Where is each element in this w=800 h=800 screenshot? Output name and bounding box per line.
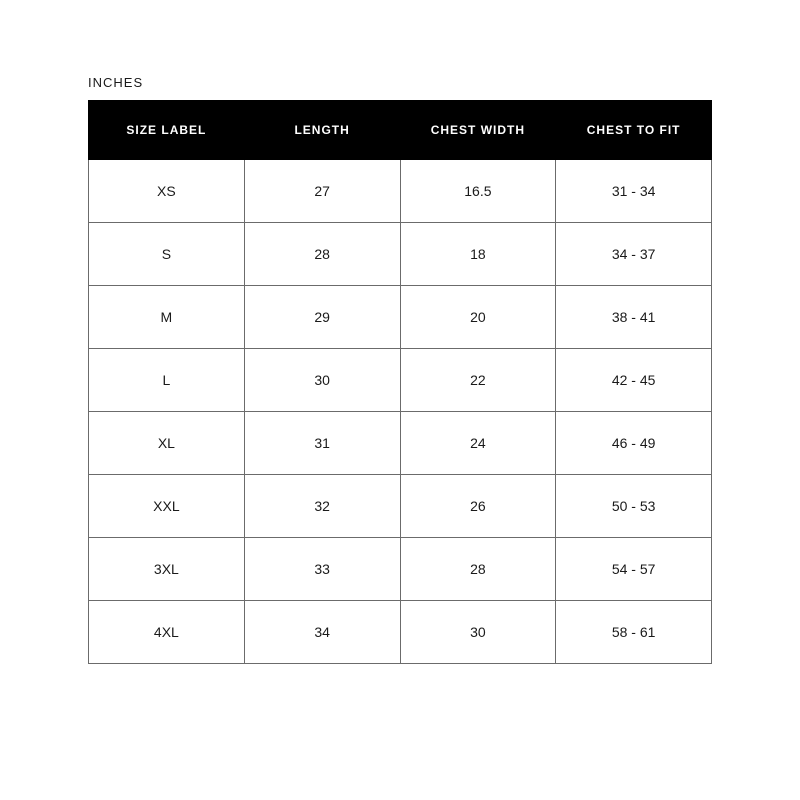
cell-chest-to-fit: 38 - 41	[556, 286, 712, 349]
cell-length: 29	[244, 286, 400, 349]
table-row: XXL 32 26 50 - 53	[89, 475, 712, 538]
cell-size-label: L	[89, 349, 245, 412]
cell-chest-to-fit: 42 - 45	[556, 349, 712, 412]
cell-length: 31	[244, 412, 400, 475]
size-chart-container: INCHES SIZE LABEL LENGTH CHEST WIDTH CHE…	[0, 0, 800, 664]
column-header-chest-to-fit: CHEST TO FIT	[556, 101, 712, 160]
cell-length: 33	[244, 538, 400, 601]
cell-chest-width: 22	[400, 349, 556, 412]
cell-chest-to-fit: 58 - 61	[556, 601, 712, 664]
table-row: 4XL 34 30 58 - 61	[89, 601, 712, 664]
cell-length: 30	[244, 349, 400, 412]
cell-size-label: 3XL	[89, 538, 245, 601]
cell-length: 32	[244, 475, 400, 538]
table-row: 3XL 33 28 54 - 57	[89, 538, 712, 601]
cell-length: 27	[244, 160, 400, 223]
cell-chest-width: 20	[400, 286, 556, 349]
table-row: S 28 18 34 - 37	[89, 223, 712, 286]
cell-chest-to-fit: 46 - 49	[556, 412, 712, 475]
cell-chest-width: 26	[400, 475, 556, 538]
table-row: XS 27 16.5 31 - 34	[89, 160, 712, 223]
cell-size-label: 4XL	[89, 601, 245, 664]
table-header-row: SIZE LABEL LENGTH CHEST WIDTH CHEST TO F…	[89, 101, 712, 160]
column-header-size-label: SIZE LABEL	[89, 101, 245, 160]
cell-chest-width: 24	[400, 412, 556, 475]
column-header-chest-width: CHEST WIDTH	[400, 101, 556, 160]
cell-size-label: XL	[89, 412, 245, 475]
unit-label: INCHES	[88, 75, 712, 90]
table-row: XL 31 24 46 - 49	[89, 412, 712, 475]
cell-chest-width: 18	[400, 223, 556, 286]
column-header-length: LENGTH	[244, 101, 400, 160]
cell-chest-width: 28	[400, 538, 556, 601]
cell-length: 28	[244, 223, 400, 286]
cell-size-label: M	[89, 286, 245, 349]
cell-chest-to-fit: 34 - 37	[556, 223, 712, 286]
cell-chest-width: 16.5	[400, 160, 556, 223]
cell-chest-width: 30	[400, 601, 556, 664]
cell-chest-to-fit: 31 - 34	[556, 160, 712, 223]
cell-size-label: XS	[89, 160, 245, 223]
cell-chest-to-fit: 50 - 53	[556, 475, 712, 538]
cell-size-label: XXL	[89, 475, 245, 538]
cell-chest-to-fit: 54 - 57	[556, 538, 712, 601]
table-row: L 30 22 42 - 45	[89, 349, 712, 412]
table-row: M 29 20 38 - 41	[89, 286, 712, 349]
cell-length: 34	[244, 601, 400, 664]
size-table: SIZE LABEL LENGTH CHEST WIDTH CHEST TO F…	[88, 100, 712, 664]
cell-size-label: S	[89, 223, 245, 286]
